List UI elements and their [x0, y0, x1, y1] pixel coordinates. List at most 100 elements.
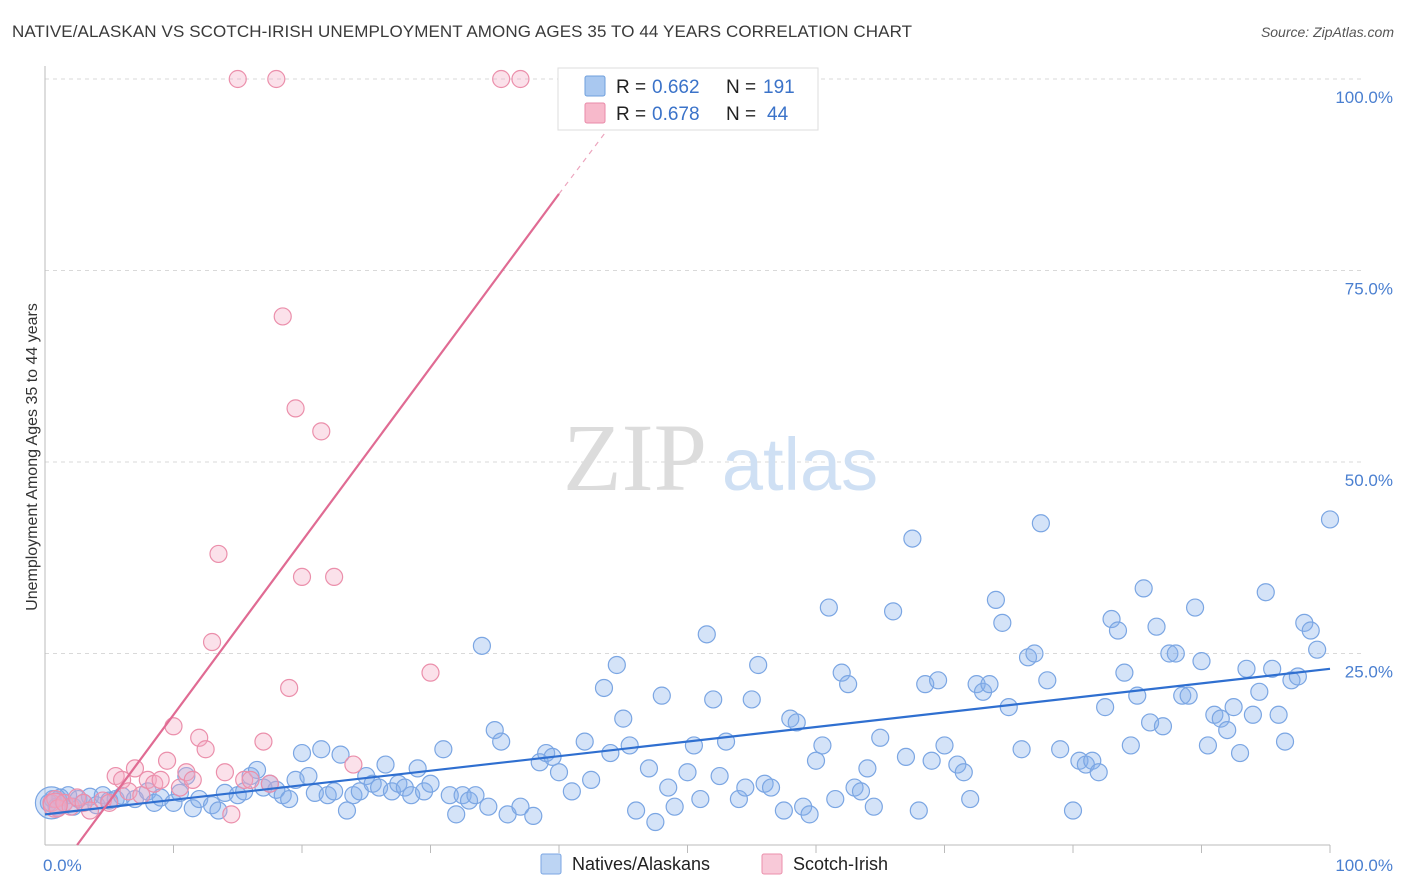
bottom-legend-swatch-natives: [540, 853, 562, 875]
data-point-natives: [710, 766, 729, 786]
data-point-natives: [954, 763, 973, 782]
data-point-natives: [594, 678, 614, 698]
data-point-scotch-irish: [492, 69, 511, 89]
data-point-natives: [761, 778, 781, 797]
data-point-natives: [851, 782, 871, 801]
data-point-scotch-irish: [157, 751, 177, 770]
legend-swatch-pink: [584, 102, 606, 124]
data-point-natives: [247, 760, 267, 780]
data-point-natives: [170, 783, 190, 803]
y-axis-label: Unemployment Among Ages 35 to 44 years: [24, 303, 41, 611]
data-point-natives: [1051, 740, 1070, 759]
data-point-natives: [292, 743, 312, 763]
data-point-natives: [813, 736, 832, 755]
data-point-natives: [935, 736, 954, 755]
data-point-natives: [479, 797, 498, 816]
legend-n-label: N =: [726, 77, 756, 98]
data-point-natives: [1031, 514, 1050, 533]
data-point-natives: [883, 602, 903, 621]
data-point-natives: [183, 799, 202, 818]
bottom-legend-scotch-irish: Scotch-Irish: [793, 854, 888, 874]
trend-line-scotch-irish: [76, 193, 560, 846]
data-point-natives: [1147, 617, 1166, 636]
data-point-natives: [1185, 598, 1205, 617]
data-point-scotch-irish: [254, 732, 273, 751]
data-point-natives: [1263, 659, 1282, 678]
data-point-scotch-irish: [183, 770, 202, 789]
data-point-natives: [665, 797, 684, 816]
data-point-natives: [1250, 682, 1269, 701]
legend-r-value: 0.678: [652, 104, 700, 125]
data-point-scotch-irish: [267, 69, 286, 89]
data-point-scotch-irish: [202, 632, 222, 652]
trend-lines: [44, 116, 1331, 846]
legend-n-label: N =: [726, 104, 756, 125]
data-point-natives: [1179, 686, 1198, 705]
data-point-natives: [736, 778, 755, 797]
data-point-natives: [903, 529, 922, 548]
data-point-natives: [1108, 621, 1128, 640]
data-point-natives: [466, 786, 485, 805]
data-point-natives: [909, 801, 928, 820]
data-point-scotch-irish: [209, 544, 228, 564]
data-point-natives: [1038, 671, 1057, 690]
data-point-natives: [1211, 709, 1230, 728]
data-point-natives: [376, 755, 395, 774]
data-point-natives: [858, 759, 877, 778]
data-point-natives: [980, 675, 999, 694]
x-tick-label: 100.0%: [1335, 856, 1393, 875]
data-point-natives: [961, 789, 980, 809]
data-point-natives: [864, 797, 883, 816]
data-point-natives: [614, 709, 633, 728]
legend-n-value: 44: [767, 104, 789, 125]
data-point-natives: [691, 789, 710, 809]
data-point-scotch-irish: [235, 770, 254, 789]
data-point-natives: [800, 805, 819, 824]
data-point-scotch-irish: [241, 770, 260, 789]
data-point-natives: [1153, 717, 1173, 736]
data-point-natives: [1096, 698, 1115, 717]
data-point-scotch-irish: [286, 399, 305, 418]
data-point-natives: [871, 728, 890, 747]
data-point-natives: [492, 732, 511, 751]
data-point-scotch-irish: [112, 770, 132, 789]
legend: R = 0.662 N = 191 R = 0.678 N = 44: [557, 67, 819, 131]
data-point-natives: [839, 675, 858, 694]
bottom-legend-swatch-scotch-irish: [761, 853, 783, 875]
data-point-natives: [1063, 801, 1083, 820]
data-point-natives: [697, 625, 716, 644]
legend-r-label: R =: [616, 104, 646, 125]
data-point-natives: [280, 789, 299, 809]
data-point-scotch-irish: [273, 307, 292, 326]
data-point-natives: [993, 613, 1012, 632]
data-point-natives: [582, 770, 601, 789]
data-point-natives: [1089, 763, 1108, 782]
data-point-natives: [749, 655, 768, 675]
data-point-scotch-irish: [325, 567, 344, 587]
data-point-natives: [1237, 659, 1256, 678]
data-point-natives: [299, 766, 318, 786]
data-point-scotch-irish: [222, 805, 241, 824]
data-point-natives: [639, 759, 659, 778]
y-tick-label: 100.0%: [1335, 88, 1393, 107]
data-point-natives: [832, 663, 851, 682]
data-point-scotch-irish: [344, 755, 363, 774]
data-point-natives: [1115, 663, 1134, 682]
data-point-natives: [1275, 732, 1295, 751]
data-point-scotch-irish: [280, 678, 299, 698]
data-point-natives: [1218, 720, 1237, 740]
data-point-natives: [826, 789, 845, 809]
data-point-natives: [1243, 705, 1263, 724]
data-point-natives: [819, 598, 838, 617]
data-point-natives: [1230, 743, 1250, 763]
data-point-natives: [485, 720, 504, 740]
data-point-natives: [331, 745, 350, 764]
data-point-natives: [1160, 644, 1179, 663]
data-point-natives: [659, 778, 678, 797]
legend-n-value: 191: [763, 77, 795, 98]
data-point-natives: [626, 801, 646, 820]
data-point-natives: [562, 782, 581, 801]
data-point-natives: [704, 690, 723, 709]
series-natives-alaskans: [34, 510, 1340, 832]
data-point-natives: [1192, 652, 1211, 671]
